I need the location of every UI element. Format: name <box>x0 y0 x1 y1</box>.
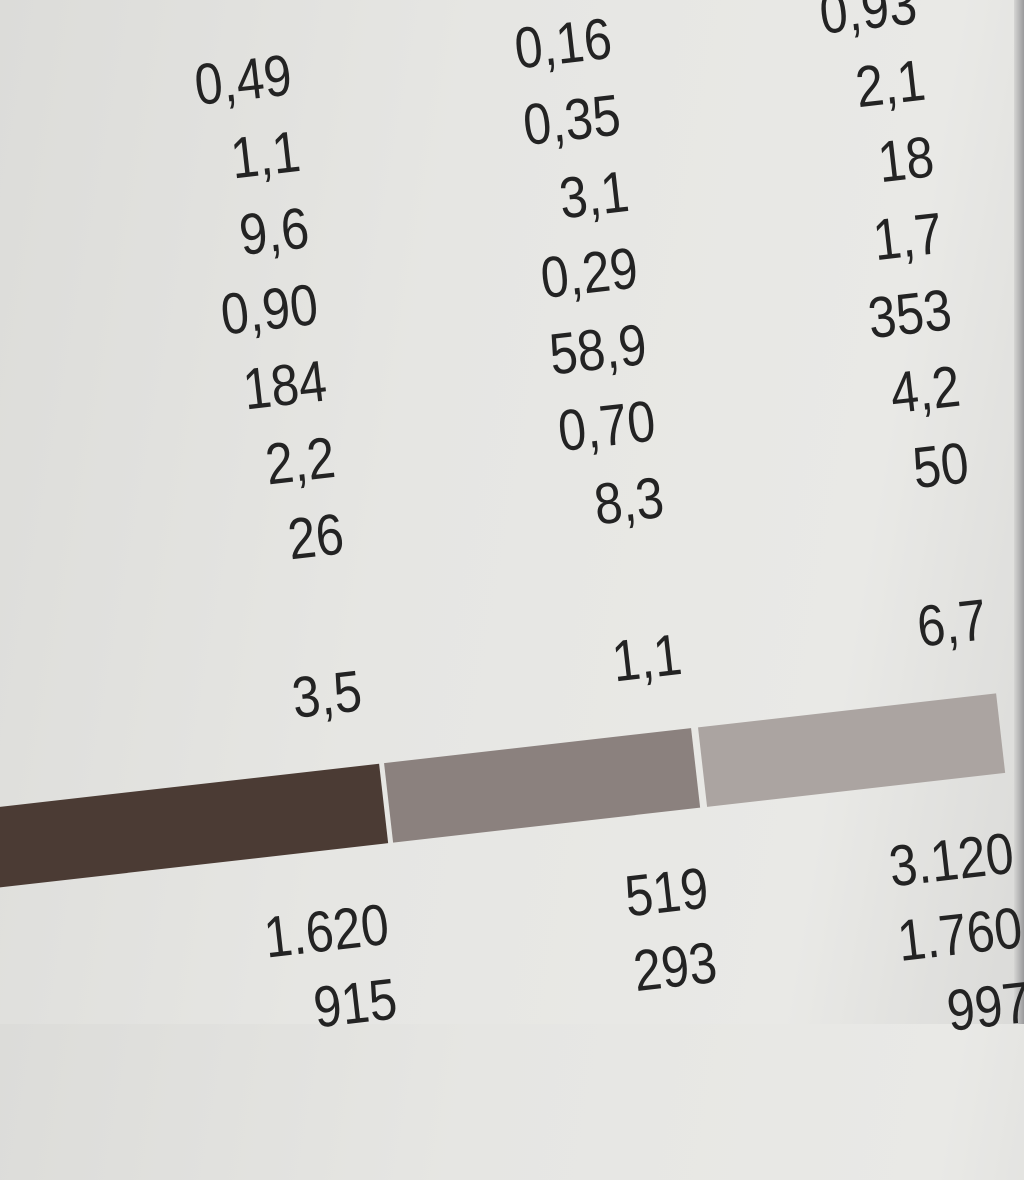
summary-cell: 1,1 <box>609 621 686 695</box>
table-cell: 2,1 <box>852 47 929 121</box>
table-cell: 1,1 <box>227 118 304 192</box>
page-edge-shadow <box>1014 0 1024 1024</box>
table-cell: 1,7 <box>870 200 947 274</box>
table-cell: 8,3 <box>591 464 668 538</box>
table-cell: 0,29 <box>537 235 642 312</box>
table-cell: 3,1 <box>556 158 633 232</box>
table-cell: 26 <box>285 501 348 573</box>
total-cell: 293 <box>630 929 721 1004</box>
column-color-bar <box>0 763 389 913</box>
total-cell: 519 <box>621 855 712 930</box>
table-cell: 0,70 <box>554 388 659 465</box>
table-cell: 0,49 <box>191 42 296 118</box>
table-cell: 353 <box>864 277 956 352</box>
table-cell: 18 <box>875 124 938 196</box>
table-column-1: 0,49 1,1 9,6 0,90 184 2,2 26 3,5 1.620 915 <box>0 0 400 1040</box>
table-cell: 0,90 <box>217 271 322 348</box>
total-cell: 915 <box>310 966 401 1041</box>
table-cell: 50 <box>909 430 973 502</box>
summary-cell: 6,7 <box>914 587 991 660</box>
column-color-bar <box>384 728 701 843</box>
table-cell: 184 <box>240 348 331 423</box>
table-cell: 4,2 <box>887 353 964 427</box>
column-color-bar <box>698 693 1006 807</box>
table-cell: 2,2 <box>262 424 339 498</box>
table-cell: 0,35 <box>520 82 624 159</box>
summary-cell: 3,5 <box>289 658 366 731</box>
total-cell: 997 <box>943 969 1024 1044</box>
printed-table: 0,49 1,1 9,6 0,90 184 2,2 26 3,5 1.620 915 0,16 0,3… <box>0 0 1024 1125</box>
table-cell: 9,6 <box>236 195 313 268</box>
table-cell: 58,9 <box>546 311 651 388</box>
table-cell: 0,16 <box>511 5 616 82</box>
